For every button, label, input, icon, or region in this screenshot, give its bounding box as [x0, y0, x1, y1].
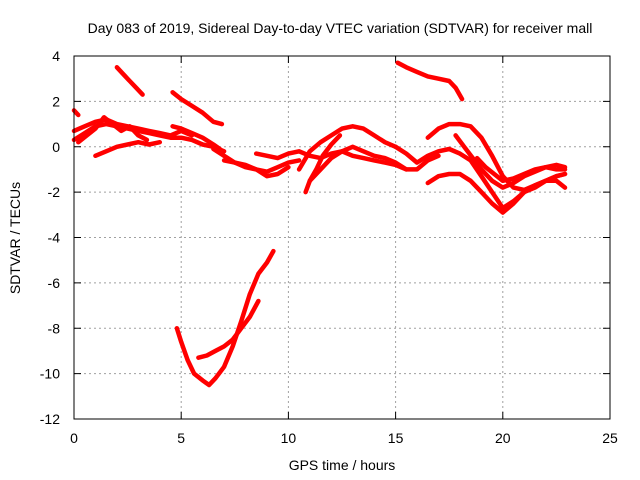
y-tick-label: -2	[48, 184, 61, 200]
series-arc-6	[114, 65, 145, 97]
x-tick-label: 15	[388, 430, 404, 446]
x-axis-label: GPS time / hours	[289, 457, 396, 473]
x-tick-label: 10	[281, 430, 297, 446]
series-arc-7	[170, 124, 223, 152]
y-tick-label: -8	[48, 320, 61, 336]
series-arc-20	[474, 155, 568, 184]
series-arc-4	[76, 115, 150, 145]
y-axis-label: SDTVAR / TECUs	[7, 182, 23, 294]
y-tick-label: -10	[40, 366, 60, 382]
grid-lines	[74, 56, 610, 419]
x-tick-label: 0	[70, 430, 78, 446]
chart-title: Day 083 of 2019, Sidereal Day-to-day VTE…	[88, 20, 593, 36]
series-arc-14	[307, 144, 409, 184]
series-arc-15	[395, 60, 465, 102]
series-arc-10	[221, 158, 291, 179]
series-arc-1	[71, 108, 81, 118]
series-arc-5	[93, 139, 163, 159]
y-tick-label: -12	[40, 411, 60, 427]
y-tick-label: 0	[52, 139, 60, 155]
plot-frame	[73, 55, 611, 420]
y-tick-label: -4	[48, 230, 61, 246]
series-arc-12	[296, 124, 398, 172]
y-tick-label: 2	[52, 93, 60, 109]
series-arc-8	[170, 90, 225, 127]
series-arc-21	[174, 248, 276, 388]
x-tick-labels: 0 5 10 15 20 25	[70, 430, 618, 446]
series-arc-22	[196, 298, 261, 360]
y-tick-label: -6	[48, 275, 61, 291]
x-tick-label: 20	[495, 430, 511, 446]
y-tick-labels: 4 2 0 -2 -4 -6 -8 -10 -12	[40, 48, 60, 427]
series-arc-18	[425, 171, 568, 215]
x-tick-label: 5	[177, 430, 185, 446]
x-tick-label: 25	[602, 430, 618, 446]
series-layer	[71, 60, 568, 388]
y-tick-label: 4	[52, 48, 60, 64]
